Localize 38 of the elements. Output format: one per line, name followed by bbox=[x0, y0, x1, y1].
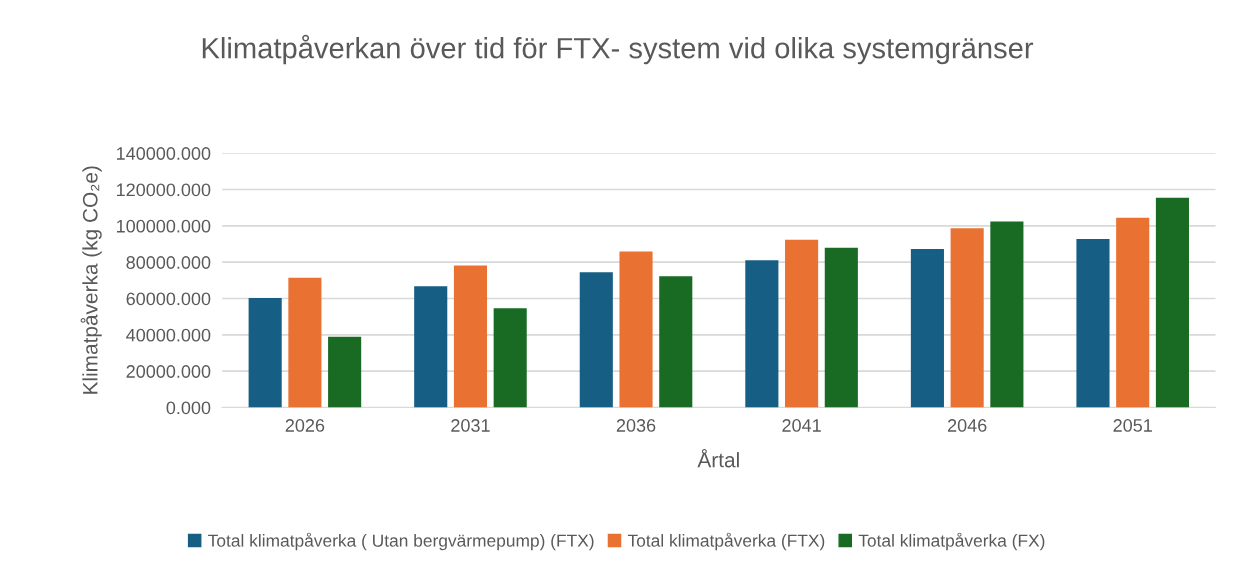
x-tick-label: 2051 bbox=[1113, 419, 1152, 432]
bar bbox=[414, 286, 448, 408]
bar bbox=[950, 228, 984, 408]
y-tick-label: 80000.000 bbox=[126, 256, 211, 269]
bar bbox=[745, 260, 779, 408]
y-tick-label: 120000.000 bbox=[117, 183, 211, 197]
y-tick-label: 140000.000 bbox=[117, 147, 211, 160]
x-tick-label: 2046 bbox=[947, 419, 987, 432]
bar bbox=[328, 336, 362, 408]
bar bbox=[910, 248, 944, 408]
bar bbox=[785, 239, 819, 408]
bar bbox=[1155, 197, 1189, 408]
legend-label: Total klimatpåverka (FX) bbox=[858, 532, 1045, 551]
bar bbox=[248, 297, 282, 408]
legend-label: Total klimatpåverka ( Utan bergvärmepump) (FTX) bbox=[208, 532, 594, 551]
bar bbox=[1116, 217, 1150, 408]
bar bbox=[1076, 239, 1110, 408]
bar bbox=[493, 308, 527, 408]
bar bbox=[824, 247, 858, 408]
x-tick-label: 2026 bbox=[285, 419, 325, 432]
legend-label: Total klimatpåverka (FTX) bbox=[627, 532, 825, 551]
x-tick-label: 2041 bbox=[782, 419, 821, 432]
bar bbox=[579, 272, 613, 408]
bar bbox=[288, 277, 322, 408]
x-tick-label: 2031 bbox=[451, 419, 490, 432]
y-axis-title: Klimatpåverka (kg CO₂e) bbox=[80, 166, 102, 394]
bar bbox=[659, 276, 693, 408]
x-axis-title: Årtal bbox=[697, 448, 739, 468]
y-tick-label: 0.000 bbox=[166, 401, 211, 415]
bar bbox=[453, 265, 488, 408]
y-tick-label: 20000.000 bbox=[126, 365, 211, 378]
bar bbox=[990, 221, 1024, 408]
bar bbox=[619, 251, 653, 408]
x-tick-label: 2036 bbox=[616, 419, 656, 432]
y-tick-label: 60000.000 bbox=[126, 292, 211, 306]
y-tick-label: 40000.000 bbox=[126, 328, 211, 342]
y-tick-label: 100000.000 bbox=[117, 219, 211, 233]
chart-title: Klimatpåverkan över tid för FTX- system vid olika systemgränser bbox=[202, 34, 1034, 65]
